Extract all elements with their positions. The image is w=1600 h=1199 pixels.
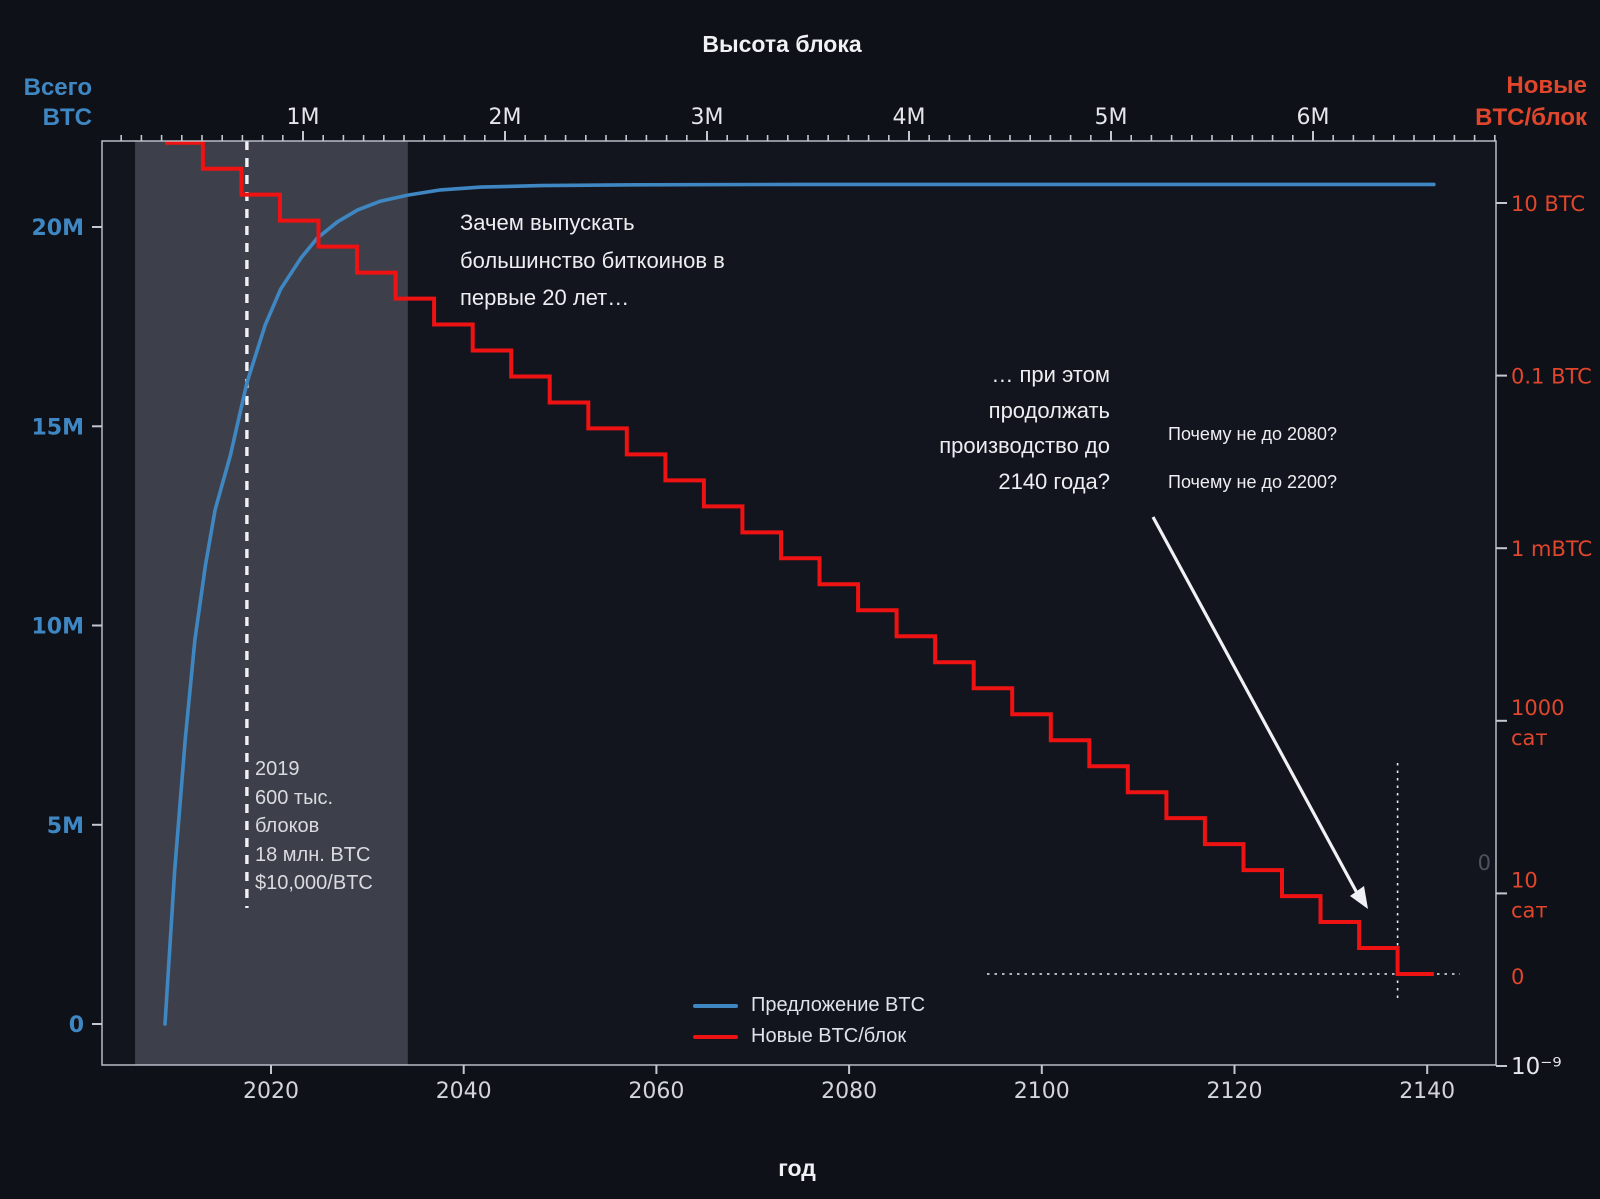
x-tick-label: 2080 — [821, 1079, 877, 1104]
arrow-line — [1151, 516, 1359, 894]
left-axis-title-line1: Всего — [23, 74, 92, 101]
legend-item-supply: Предложение BTC — [693, 990, 925, 1021]
top-tick-label: 6M — [1297, 105, 1330, 130]
x-tick-label: 2120 — [1207, 1079, 1263, 1104]
right-tick-label: сат — [1511, 898, 1548, 922]
reward-step-curve — [165, 140, 1434, 976]
first-20-years-band — [135, 141, 408, 1065]
dim-zero-label: 0 — [1478, 851, 1491, 875]
legend: Предложение BTC Новые BTC/блок — [693, 990, 925, 1052]
annotation-line: … при этом — [991, 362, 1110, 387]
arrow-head-icon — [1350, 886, 1368, 909]
x-tick-label: 2020 — [243, 1079, 299, 1104]
top-tick-label: 1M — [287, 105, 320, 130]
top-tick-label: 5M — [1095, 105, 1128, 130]
top-tick-label: 3M — [691, 105, 724, 130]
left-axis-title-line2: BTC — [42, 104, 92, 131]
right-tick-label: 0.1 BTC — [1511, 365, 1592, 389]
legend-swatch-supply — [693, 1003, 738, 1008]
annotation-why-not-2200: Почему не до 2200? — [1168, 472, 1338, 492]
right-tick-label: 10⁻⁹ — [1511, 1054, 1562, 1080]
right-axis-title: Новые BTC/блок — [1387, 70, 1587, 134]
annotation-line: Зачем выпускать — [460, 210, 635, 235]
left-tick-label: 5M — [47, 814, 84, 839]
annotation-line: производство до — [939, 433, 1110, 459]
left-tick-label: 10M — [31, 615, 84, 640]
x-tick-label: 2140 — [1399, 1079, 1455, 1104]
right-tick-label: 10 BTC — [1511, 192, 1585, 216]
right-axis-title-line1: Новые — [1506, 72, 1587, 99]
right-tick-label: 10 — [1511, 868, 1538, 892]
annotation-line: блоков — [255, 815, 320, 838]
x-tick-label: 2100 — [1014, 1079, 1070, 1104]
right-axis-title-line2: BTC/блок — [1475, 104, 1587, 131]
annotation-line: $10,000/BTC — [255, 872, 373, 895]
annotation-2019-marker: 2019 600 тыс. блоков 18 млн. BTC $10,000/BTC — [255, 755, 373, 898]
left-tick-label: 15M — [31, 415, 84, 440]
top-tick-label: 4M — [893, 105, 926, 130]
annotation-why-not-2080: Почему не до 2080? — [1168, 424, 1338, 444]
annotation-line: 600 тыс. — [255, 786, 334, 809]
left-tick-label: 0 — [69, 1013, 84, 1038]
annotation-line: 2140 года? — [998, 468, 1110, 494]
right-zero-label: 0 — [1511, 965, 1524, 989]
top-tick-label: 2M — [489, 105, 522, 130]
legend-label-reward: Новые BTC/блок — [751, 1025, 907, 1047]
legend-label-supply: Предложение BTC — [751, 994, 926, 1016]
right-tick-label: 1 mBTC — [1511, 537, 1592, 561]
legend-swatch-reward — [693, 1034, 738, 1039]
annotation-early-issuance: Зачем выпускать большинство биткоинов в пе… — [460, 204, 725, 317]
annotation-line: 18 млн. BTC — [255, 843, 371, 866]
x-axis-title: год — [778, 1155, 816, 1181]
right-tick-label: 1000 — [1511, 696, 1564, 720]
annotation-line: 2019 — [255, 758, 300, 780]
left-tick-label: 20M — [31, 216, 84, 241]
plot-area — [102, 141, 1496, 1065]
x-tick-label: 2060 — [628, 1079, 684, 1104]
plot-border — [101, 140, 1497, 1066]
annotation-line: первые 20 лет… — [460, 285, 630, 310]
right-tick-label: сат — [1511, 726, 1548, 750]
annotation-tail-emission: … при этом продолжать производство до 2140 … — [690, 357, 1110, 499]
annotation-line: продолжать — [988, 397, 1110, 423]
top-axis-title: Высота блока — [702, 31, 862, 57]
x-tick-label: 2040 — [436, 1079, 492, 1104]
left-axis-title: Всего BTC — [8, 73, 92, 133]
legend-item-reward: Новые BTC/блок — [693, 1021, 925, 1052]
annotation-line: большинство биткоинов в — [460, 247, 725, 273]
